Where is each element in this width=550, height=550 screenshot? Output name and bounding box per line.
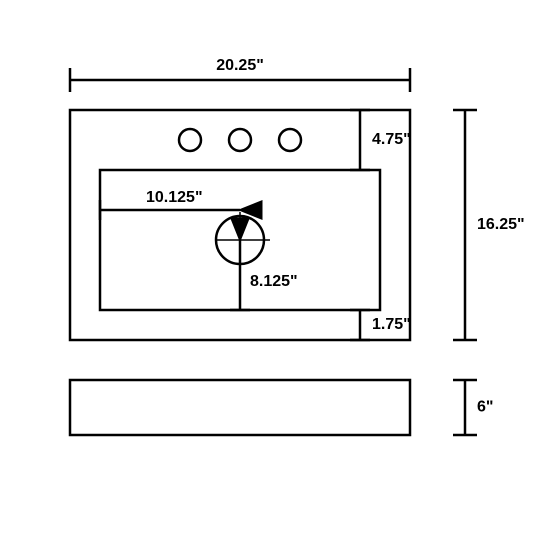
sink-technical-drawing: 20.25" 16.25" 6" 4.75" 1.75" 10.125" 8.125"	[0, 0, 550, 550]
faucet-hole-1	[229, 129, 251, 151]
dim-label-drain-y: 8.125"	[250, 273, 298, 290]
dim-label-overall-height: 16.25"	[477, 216, 525, 233]
faucet-hole-2	[279, 129, 301, 151]
dim-label-drain-x: 10.125"	[146, 189, 203, 206]
dim-label-front-height: 6"	[477, 399, 493, 416]
dim-label-overall-width: 20.25"	[216, 57, 264, 74]
front-view-rect	[70, 380, 410, 435]
faucet-hole-0	[179, 129, 201, 151]
dim-label-bottom-margin: 1.75"	[372, 316, 411, 333]
dim-label-top-margin: 4.75"	[372, 131, 411, 148]
